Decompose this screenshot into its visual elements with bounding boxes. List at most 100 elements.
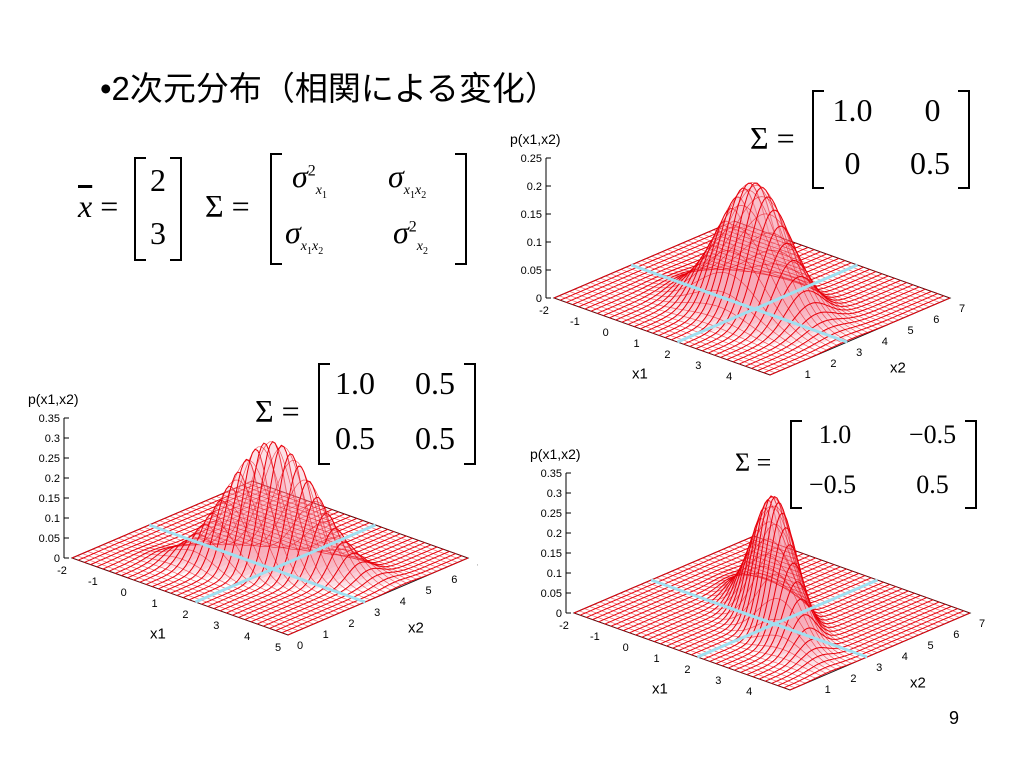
z-tick-label: 0 [556,608,562,620]
x1-tick-label: -1 [570,316,580,328]
sigma-x1-sq: σ [292,158,308,194]
cov1-d: 0.5 [910,145,950,181]
z-tick-label: 0.3 [45,433,60,445]
cov3-a: 1.0 [818,420,852,449]
x1-tick-label: 1 [634,338,640,350]
plot-2: 0.35 0.3 0.25 0.2 0.15 0.1 0.05 0 p(x1,x2) -2 -1 0 1… [28,380,483,660]
x2-tick-label: 0 [297,640,303,652]
x2-axis-label: x2 [910,675,926,692]
page-number: 9 [949,708,960,728]
x1-axis-label: x1 [150,626,166,643]
x1-tick-label: -2 [57,565,67,577]
plot-3: 0.35 0.3 0.25 0.2 0.15 0.1 0.05 0 p(x1,x2) -2 -1 0 1… [530,435,990,709]
mean-line-x1 [194,523,377,604]
z-axis-label: p(x1,x2) [510,131,561,147]
sigma-x1x2: σ [388,158,404,194]
x2-tick-label: 1 [825,684,831,695]
x2-tick-label: 3 [856,347,862,359]
mean-symbol: x [78,188,93,224]
surface-curves [71,441,469,636]
x1-tick-label: 3 [715,675,721,687]
x2-axis-label: x2 [890,360,906,377]
z-tick-label: 0.3 [547,488,562,500]
bracket-right [170,157,182,261]
x2-tick-label: 7 [477,563,478,575]
x2-tick-label: 5 [908,325,914,337]
sigma-x2-sq: σ [393,214,409,250]
cov3-d: 0.5 [916,470,949,499]
x1-tick-label: 2 [182,609,188,621]
z-tick-label: 0.2 [45,473,60,485]
x1-tick-label: 3 [695,360,701,372]
x1-tick-label: 0 [121,587,127,599]
mean-value-2: 3 [150,215,166,251]
cov3-b: −0.5 [908,420,957,449]
x2-tick-label: 3 [374,607,380,619]
x2-tick-label: 4 [902,651,908,663]
z-tick-label: 0.35 [39,413,60,425]
plot-1: 0.25 0.2 0.15 0.1 0.05 0 p(x1,x2) -2 -1 0 1 2 3 4 5 x1 0… [510,120,970,394]
z-axis-label: p(x1,x2) [28,391,79,407]
x2-tick-label: 1 [323,629,329,641]
x1-tick-label: -2 [559,620,569,632]
slide-title: •2次元分布（相関による変化） [100,70,558,107]
cov2-d: 0.5 [415,420,455,456]
bracket-left [134,157,146,261]
z-tick-label: 0.2 [527,181,542,193]
x2-tick-label: 4 [400,596,406,608]
mean-value-1: 2 [150,162,166,198]
x2-axis-label: x2 [408,620,424,637]
z-tick-label: 0 [536,293,542,305]
z-tick-label: 0.05 [521,265,542,277]
bracket-right [958,90,970,189]
x1-tick-label: -1 [590,631,600,643]
x2-tick-label: 2 [850,673,856,685]
bracket-right [965,420,977,509]
z-tick-label: 0.15 [541,548,562,560]
z-tick-label: 0.25 [541,508,562,520]
x2-tick-label: 4 [882,336,888,348]
cov3-c: −0.5 [808,470,857,499]
x1-tick-label: 4 [726,371,732,380]
bracket-right [455,153,467,265]
mean-line-x1 [696,578,879,659]
cov1-a: 1.0 [832,92,873,128]
z-tick-label: 0.1 [547,568,562,580]
x2-tick-label: 3 [876,662,882,674]
z-axis-label: p(x1,x2) [530,446,581,462]
mean-line-x1 [676,263,859,344]
x1-tick-label: 2 [664,349,670,361]
x1-tick-label: 5 [275,642,281,654]
mean-line-x2 [650,578,868,659]
x2-tick-label: 6 [451,574,457,586]
x1-tick-label: 2 [684,664,690,676]
z-tick-label: 0.1 [527,237,542,249]
bracket-left [270,153,282,265]
x2-tick-label: 6 [953,629,959,641]
bracket-right [464,363,476,465]
x2-tick-label: 5 [426,585,432,597]
sigma-lhs: Σ = [205,188,250,224]
x1-tick-label: 4 [746,686,752,695]
x1-tick-label: -2 [539,305,549,317]
z-tick-label: 0.15 [39,493,60,505]
x2-tick-label: 7 [979,618,985,630]
z-tick-label: 0.2 [547,528,562,540]
z-tick-label: 0.35 [541,468,562,480]
bracket-left [790,420,802,509]
x2-tick-label: 7 [959,303,965,315]
x2-tick-label: 2 [830,358,836,370]
cov2-b: 0.5 [415,365,455,401]
z-tick-label: 0.15 [521,209,542,221]
mean-line-x2 [148,523,366,604]
x1-tick-label: -1 [88,576,98,588]
bracket-left [812,90,824,189]
surface-curves [553,182,951,376]
cov2-a: 1.0 [335,365,375,401]
z-tick-label: 0.25 [39,453,60,465]
surface-plot-svg: 0.25 0.2 0.15 0.1 0.05 0 p(x1,x2) -2 -1 0 1 2 3 4 5 x1 0… [510,131,965,394]
x1-axis-label: x1 [652,681,668,696]
x1-tick-label: 1 [654,653,660,665]
sigma-x1x2: σ [285,214,301,250]
cov1-b: 0 [924,92,941,128]
